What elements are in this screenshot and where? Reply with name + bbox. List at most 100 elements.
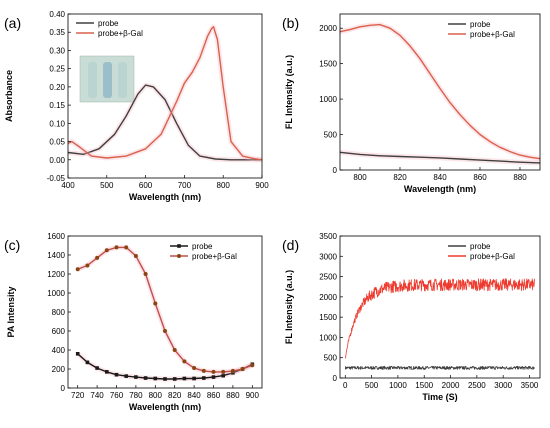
data-point [85,360,90,365]
data-point [153,376,158,381]
vial-icon [103,62,112,98]
x-tick-label: 900 [246,391,260,400]
data-point [153,301,158,306]
vial-icon [88,62,97,98]
data-point [85,263,90,268]
y-tick-label: 200 [52,365,66,374]
axes-frame [339,235,541,379]
data-point [95,366,99,370]
legend-marker [177,254,181,258]
y-tick-label: 3000 [319,252,337,261]
series-line [67,84,262,161]
x-tick-label: 1000 [389,381,407,390]
x-tick-label: 600 [139,181,153,190]
data-point [172,348,177,352]
y-axis-label: FL Intensity (a.u.) [284,270,294,344]
panel-label: (c) [4,237,20,253]
x-tick-label: 3500 [521,381,539,390]
data-point [75,267,80,272]
y-tick-label: 1000 [47,289,65,298]
data-point [133,253,138,258]
x-tick-label: 820 [393,173,407,182]
legend-label: probe [192,242,213,251]
series-line [77,246,253,373]
y-tick-label: 0 [333,166,338,175]
data-point [182,359,187,364]
y-tick-label: 2500 [319,273,337,282]
y-tick-label: 0.15 [49,101,65,110]
vial-icon [118,62,127,98]
y-tick-label: 2000 [319,24,337,33]
y-axis-label: Absorbance [4,70,14,122]
x-axis-label: Wavelength (nm) [129,402,201,412]
data-point [124,245,129,250]
legend-label: probe+β-Gal [470,30,515,39]
data-point [172,377,177,381]
y-tick-label: 400 [52,346,66,355]
x-tick-label: 2000 [442,381,460,390]
x-tick-label: 800 [353,173,367,182]
y-tick-label: 2000 [319,293,337,302]
x-tick-label: 720 [71,391,85,400]
data-point [163,377,167,381]
x-tick-label: 740 [90,391,104,400]
data-point [124,374,128,378]
x-tick-label: 800 [149,391,163,400]
x-axis-label: Wavelength (nm) [404,184,476,194]
data-point [163,329,167,333]
y-axis-label: PA Intensity [6,286,16,337]
data-point [143,272,148,276]
panel-label: (d) [282,237,299,253]
chart-panel-2: (b) 800 820 840 860 880 0 500 1000 1500 2000 Wavele… [282,13,541,194]
data-point [104,248,109,253]
legend-label: probe [98,19,119,28]
x-tick-label: 500 [100,181,114,190]
y-tick-label: 500 [324,354,338,363]
y-tick-label: 1000 [319,333,337,342]
data-point [75,352,80,356]
x-tick-label: 840 [187,391,201,400]
y-tick-label: 800 [52,308,66,317]
y-tick-label: 1400 [47,251,65,260]
legend-label: probe [470,20,491,29]
data-point [182,376,187,381]
series-glow [339,22,541,162]
series-line [344,278,536,359]
data-point [250,363,255,368]
y-tick-label: 1200 [47,270,65,279]
data-point [143,376,148,380]
x-tick-label: 3000 [494,381,512,390]
data-point [105,370,109,374]
x-tick-label: 880 [513,173,527,182]
series-line [67,26,263,161]
x-tick-label: 500 [365,381,379,390]
x-tick-label: 0 [343,381,348,390]
data-point [192,366,197,371]
y-tick-label: 3500 [319,232,337,241]
x-tick-label: 820 [168,391,182,400]
data-point [240,367,245,371]
data-point [211,375,216,379]
series-glow [76,244,254,375]
series-line [344,365,535,370]
panel-label: (a) [4,15,21,31]
chart-panel-4: (d) 0 500 1000 1500 2000 2500 3000 3500 0 500 1000 1… [282,232,541,402]
data-point [230,368,235,373]
y-axis-label: FL Intensity (a.u.) [284,55,294,129]
x-tick-label: 880 [226,391,240,400]
y-tick-label: 0.40 [49,10,65,19]
legend-label: probe+β-Gal [192,252,237,261]
legend-label: probe+β-Gal [470,252,515,261]
data-point [134,375,138,379]
y-tick-label: 1500 [319,60,337,69]
x-axis-label: Wavelength (nm) [129,192,201,202]
y-tick-label: 500 [324,131,338,140]
data-point [114,245,119,250]
y-tick-label: 0.20 [49,83,65,92]
y-tick-label: 0.00 [49,156,65,165]
y-tick-label: 1600 [47,232,65,241]
x-tick-label: 800 [217,181,231,190]
chart-panel-3: (c) 720 740 760 780 800 820 840 860 880 900 0 200 400… [4,232,263,412]
data-point [202,376,206,380]
